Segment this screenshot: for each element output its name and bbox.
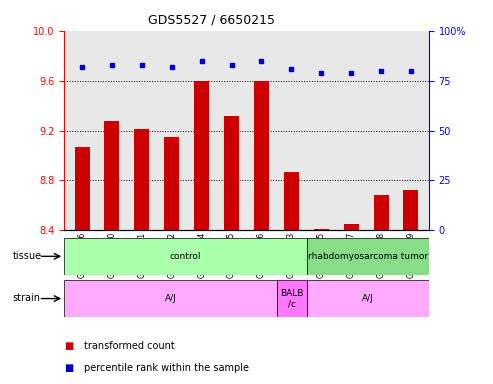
Text: A/J: A/J [362,294,374,303]
Text: BALB
/c: BALB /c [281,289,304,308]
Bar [314,229,329,384]
Text: control: control [170,252,202,261]
Text: ■: ■ [64,363,73,373]
Text: percentile rank within the sample: percentile rank within the sample [84,363,249,373]
Text: strain: strain [12,293,40,303]
Text: tissue: tissue [12,251,41,261]
Bar [344,224,358,384]
Bar [64,238,307,275]
Text: GDS5527 / 6650215: GDS5527 / 6650215 [148,13,276,26]
Bar [74,147,90,384]
Bar [254,81,269,384]
Bar [194,81,209,384]
Bar [135,129,149,384]
Bar [105,121,119,384]
Bar [64,280,277,317]
Text: transformed count: transformed count [84,341,175,351]
Bar [374,195,388,384]
Bar [224,116,239,384]
Bar [284,172,299,384]
Bar [307,280,429,317]
Bar [164,137,179,384]
Text: ■: ■ [64,341,73,351]
Text: A/J: A/J [165,294,176,303]
Bar [403,190,419,384]
Bar [307,238,429,275]
Bar [277,280,307,317]
Text: rhabdomyosarcoma tumor: rhabdomyosarcoma tumor [308,252,428,261]
